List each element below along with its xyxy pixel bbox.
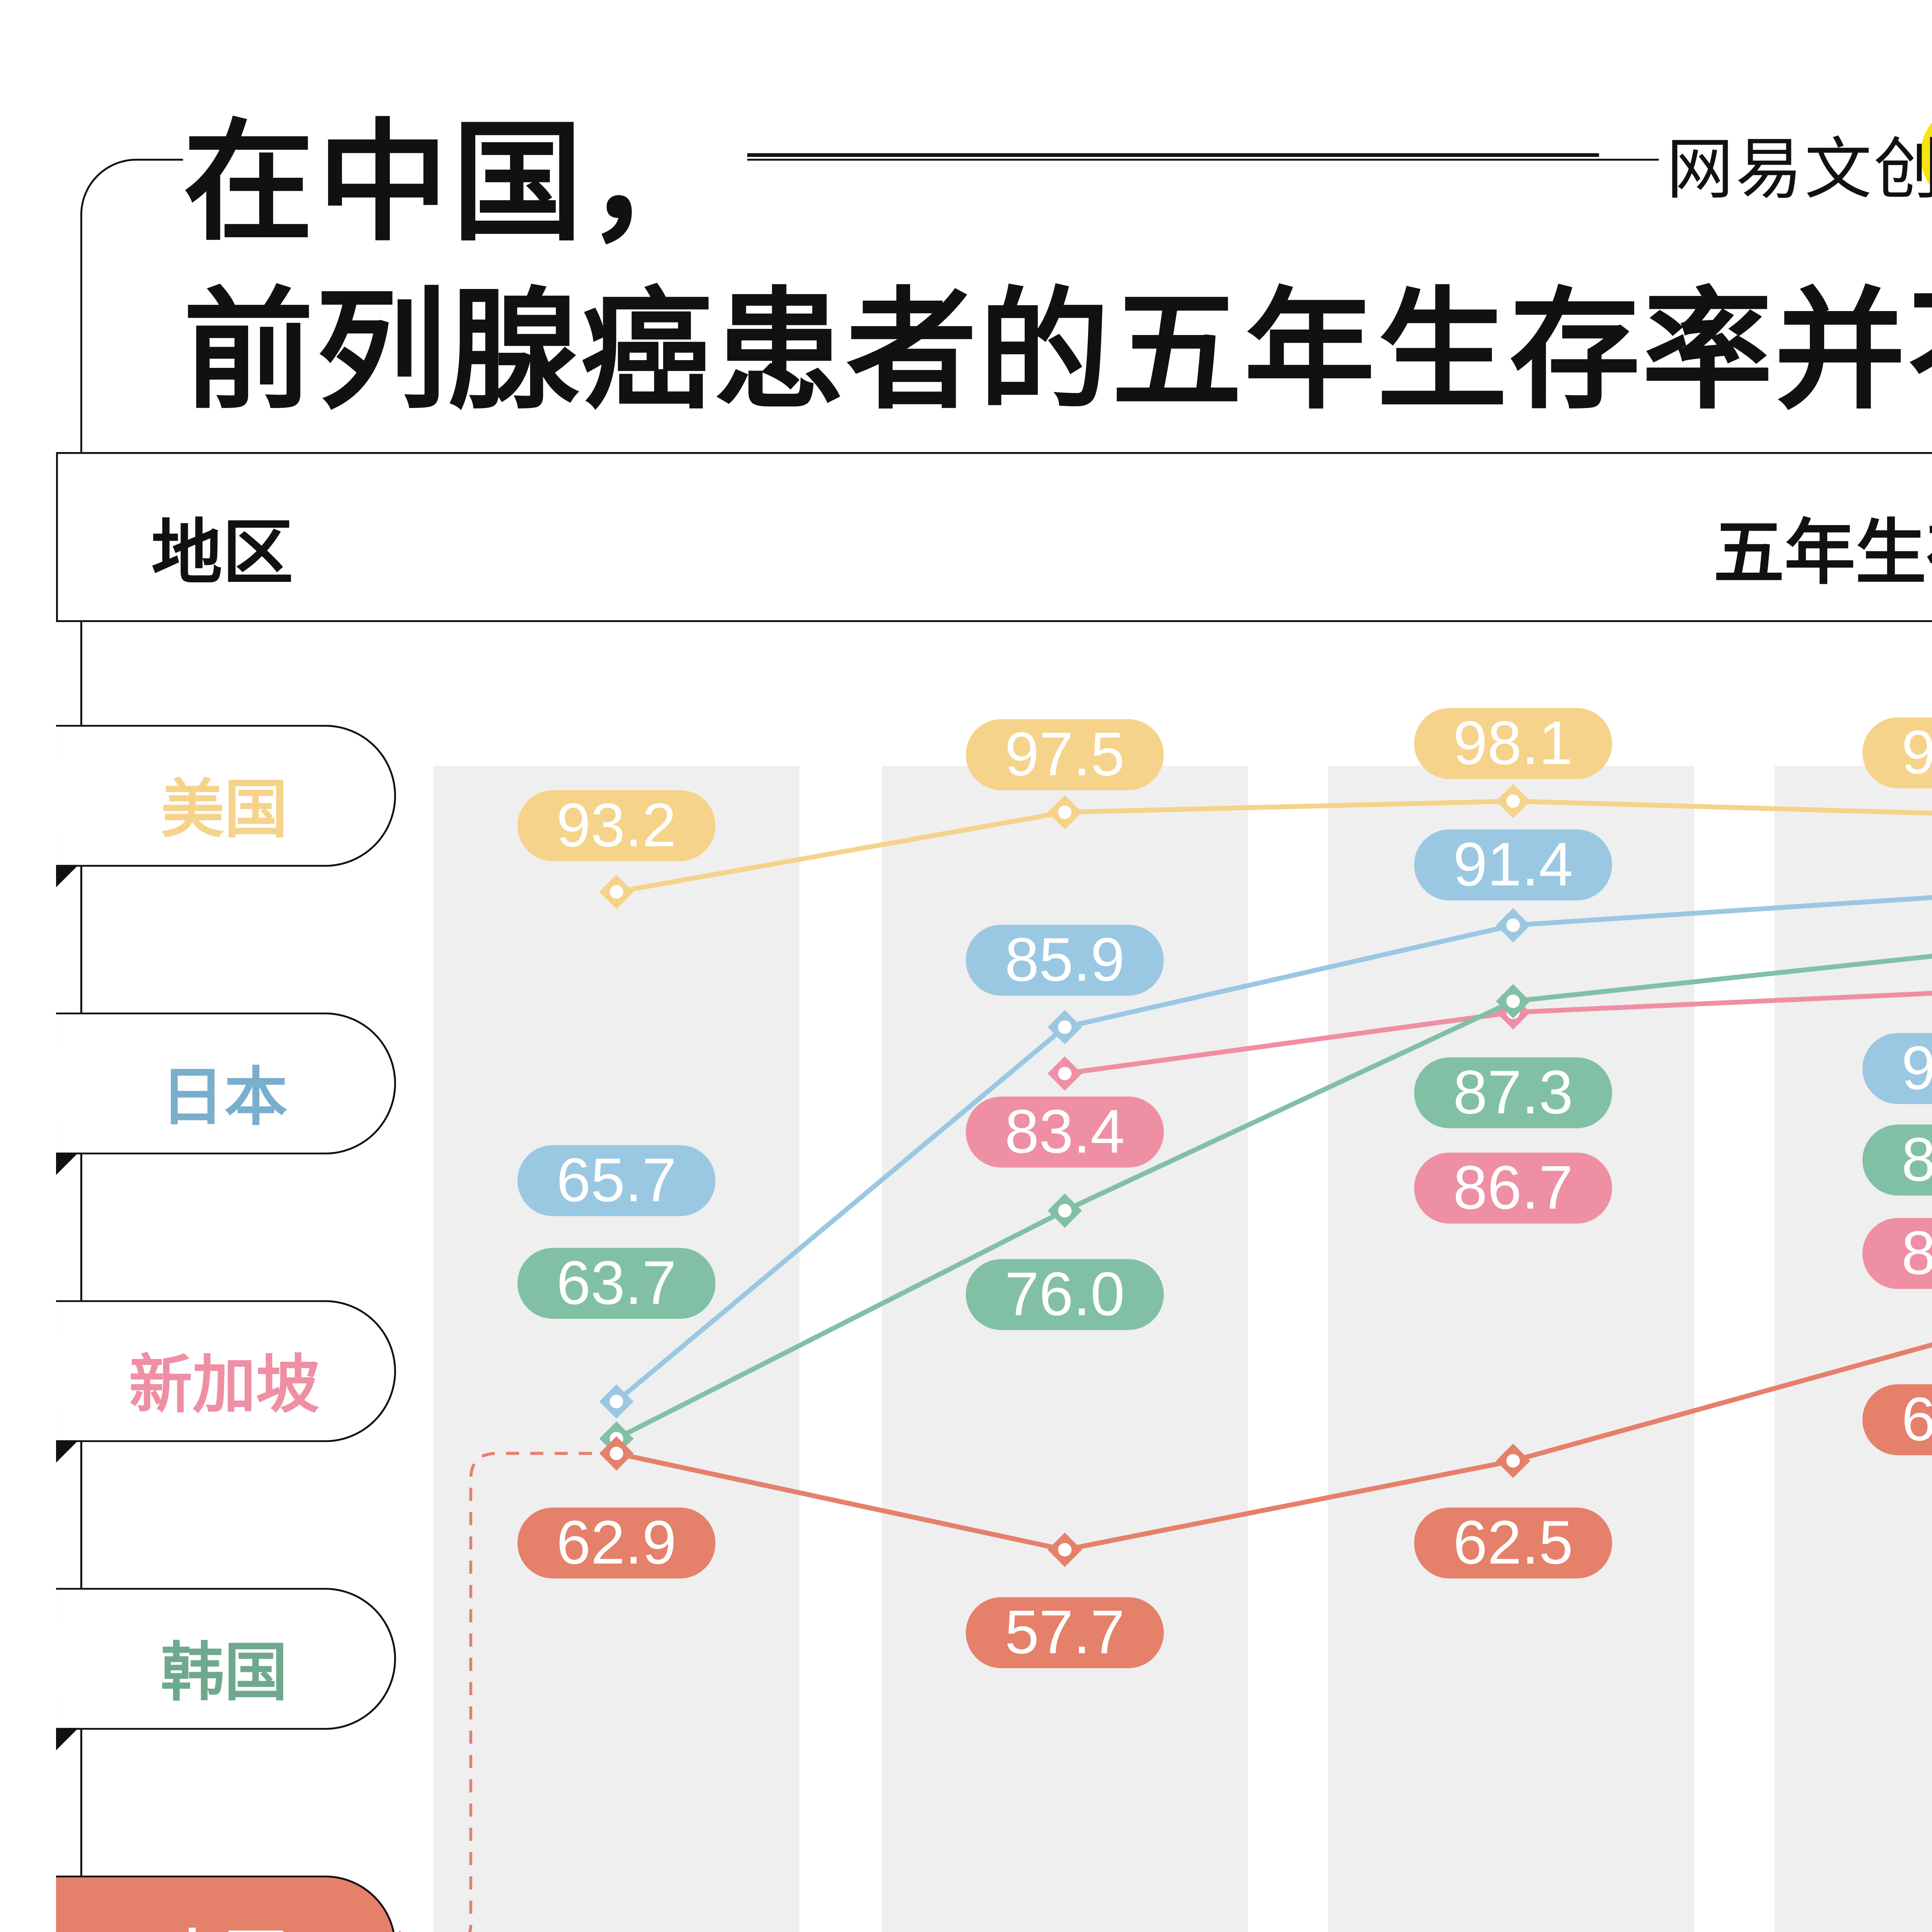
data-label: 87.3 bbox=[1414, 1057, 1612, 1129]
tab-fold bbox=[56, 1152, 79, 1175]
data-point-marker bbox=[599, 874, 634, 909]
header-rate: 五年生存率（%） bbox=[1713, 515, 1932, 594]
data-label: 57.7 bbox=[966, 1597, 1164, 1668]
data-point-marker bbox=[1496, 984, 1531, 1019]
legend-label: 美国 bbox=[160, 775, 288, 847]
china-connector bbox=[468, 1452, 617, 1932]
legend-tab-korea: 韩国 bbox=[56, 1588, 396, 1730]
data-label: 62.9 bbox=[517, 1507, 716, 1579]
title-rule bbox=[706, 153, 1599, 157]
legend-tab-singapore: 新加坡 bbox=[56, 1300, 396, 1442]
legend-label: 新加坡 bbox=[129, 1350, 320, 1422]
left-edge-line bbox=[80, 622, 82, 1932]
data-label: 98.1 bbox=[1414, 708, 1612, 779]
data-label: 89.9 bbox=[1862, 1124, 1932, 1196]
title-line-2: 前列腺癌患者的五年生存率并不高 bbox=[183, 247, 1932, 435]
tab-fold bbox=[56, 865, 79, 888]
table-header: 地区 五年生存率（%） bbox=[56, 452, 1932, 622]
data-label: 87.8 bbox=[1862, 1218, 1932, 1289]
data-label: 69.2 bbox=[1862, 1384, 1932, 1456]
legend-tab-china: 中国 bbox=[56, 1875, 396, 1932]
data-point-marker bbox=[1496, 784, 1531, 818]
legend-label: 韩国 bbox=[160, 1638, 288, 1709]
legend-tab-usa: 美国 bbox=[56, 724, 396, 867]
legend-tab-japan: 日本 bbox=[56, 1012, 396, 1155]
data-label: 86.7 bbox=[1414, 1152, 1612, 1224]
data-label: 83.4 bbox=[966, 1096, 1164, 1168]
column-band bbox=[433, 766, 800, 1932]
header-region: 地区 bbox=[151, 515, 294, 594]
data-point-marker bbox=[1048, 1532, 1082, 1567]
column-band bbox=[1328, 766, 1694, 1932]
tab-fold bbox=[56, 1440, 79, 1463]
legend-label: 中国 bbox=[56, 1909, 392, 1932]
data-label: 65.7 bbox=[517, 1145, 716, 1216]
data-label: 85.9 bbox=[966, 925, 1164, 996]
data-point-marker bbox=[1048, 1193, 1082, 1228]
data-label: 93.2 bbox=[517, 790, 716, 861]
china-tab-marker-icon bbox=[384, 1930, 416, 1932]
data-label: 76.0 bbox=[966, 1259, 1164, 1330]
brand-logo: 网易文创 NetEase / 数读 bbox=[1659, 97, 1932, 209]
data-label: 97.5 bbox=[966, 719, 1164, 790]
data-label: 63.7 bbox=[517, 1248, 716, 1319]
legend-label: 日本 bbox=[160, 1063, 288, 1134]
data-point-marker bbox=[599, 1384, 634, 1419]
data-point-marker bbox=[1496, 1444, 1531, 1478]
data-point-marker bbox=[1048, 1056, 1082, 1091]
data-label: 91.4 bbox=[1414, 829, 1612, 901]
series-line bbox=[615, 954, 1932, 1441]
series-line bbox=[616, 1342, 1932, 1553]
title-line-1: 在中国， bbox=[183, 78, 747, 267]
series-line bbox=[616, 798, 1932, 895]
tab-fold bbox=[56, 1728, 79, 1750]
data-point-marker bbox=[599, 1436, 634, 1471]
brand-name: 网易文创 bbox=[1666, 131, 1932, 207]
data-label: 93.0 bbox=[1862, 1033, 1932, 1104]
data-point-marker bbox=[1048, 795, 1082, 830]
data-label: 97.4 bbox=[1862, 717, 1932, 789]
series-line bbox=[615, 895, 1932, 1403]
data-label: 62.5 bbox=[1414, 1507, 1612, 1579]
data-point-marker bbox=[1496, 908, 1531, 943]
